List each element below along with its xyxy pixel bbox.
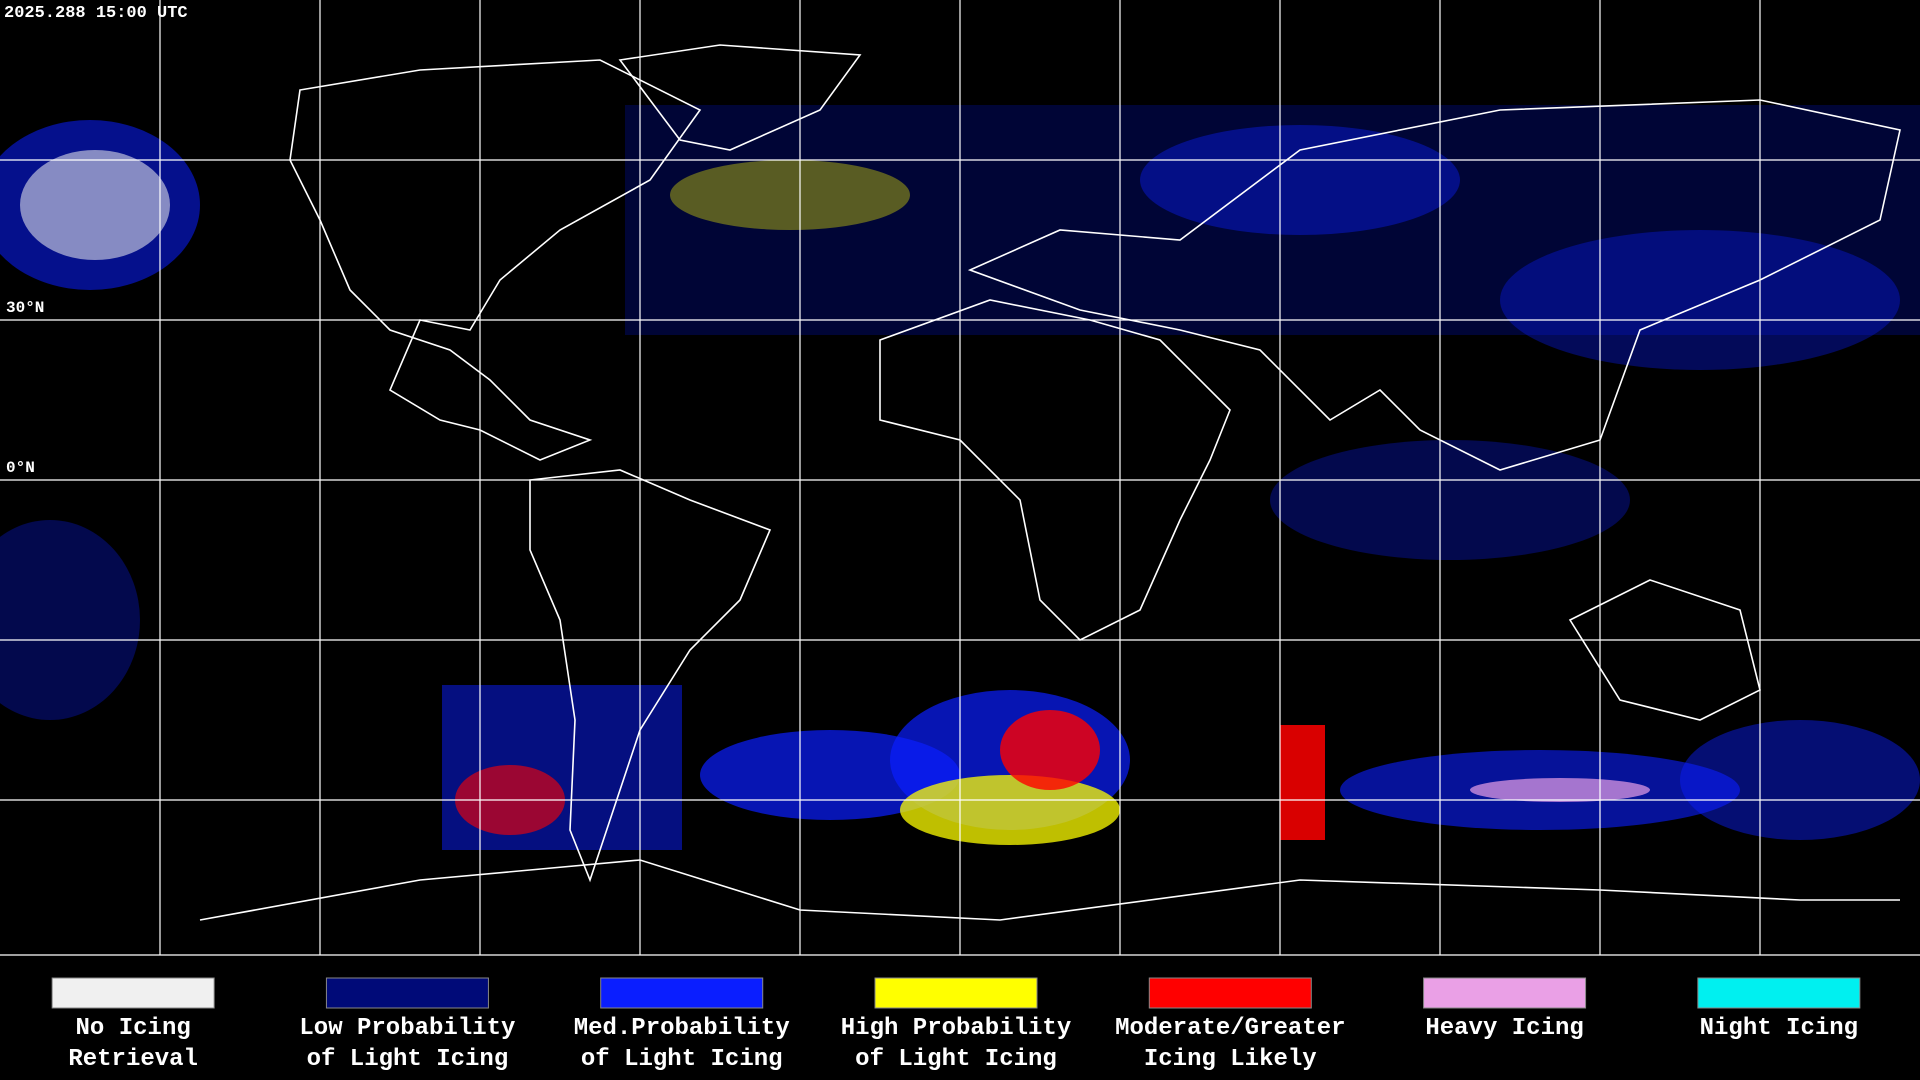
legend-panel (0, 955, 1920, 1080)
legend-label: of Light Icing (581, 1046, 783, 1073)
legend-label: of Light Icing (307, 1046, 509, 1073)
coastlines (199, 44, 1901, 921)
legend-swatch (1148, 977, 1312, 1009)
legend-label: Med.Probability (574, 1015, 790, 1042)
timestamp: 2025.288 15:00 UTC (4, 4, 188, 23)
latitude-label: 30°N (6, 299, 44, 317)
legend-swatch (600, 977, 764, 1009)
legend-swatch (1697, 977, 1861, 1009)
graticule (0, 0, 1920, 955)
legend-label: High Probability (841, 1015, 1071, 1042)
legend-label: No Icing (76, 1015, 191, 1042)
legend-label: Icing Likely (1144, 1046, 1317, 1073)
legend-label: Heavy Icing (1425, 1015, 1583, 1042)
legend-label: Moderate/Greater (1115, 1015, 1345, 1042)
legend-swatch (874, 977, 1038, 1009)
latitude-label: 0°N (6, 459, 35, 477)
legend-swatch (1423, 977, 1587, 1009)
legend-swatch (325, 977, 489, 1009)
legend-label: of Light Icing (855, 1046, 1057, 1073)
legend-label: Night Icing (1700, 1015, 1858, 1042)
legend-swatch (51, 977, 215, 1009)
legend-label: Retrieval (68, 1046, 198, 1073)
legend-label: Low Probability (299, 1015, 515, 1042)
legend: No Icing Retrieval Low Probability of Light… (51, 977, 1861, 1073)
